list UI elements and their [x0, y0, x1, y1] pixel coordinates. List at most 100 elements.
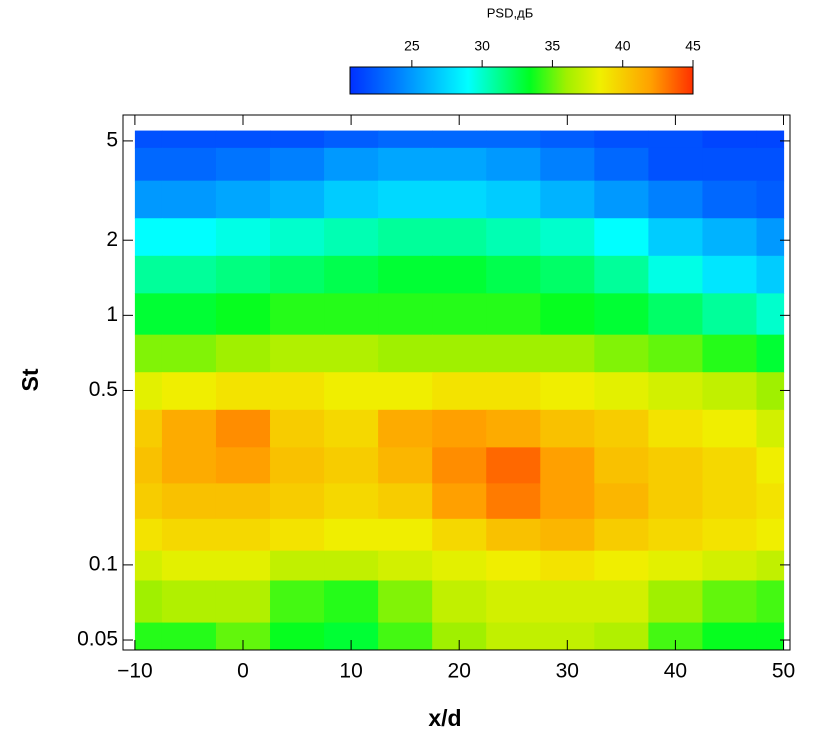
heatmap-cell [702, 255, 758, 294]
heatmap-cell [270, 293, 325, 336]
heatmap-cell [756, 483, 785, 520]
heatmap-cell [378, 550, 433, 582]
heatmap-cell [215, 293, 271, 336]
heatmap-cell [161, 622, 217, 650]
heatmap-cell [324, 180, 379, 219]
heatmap-cell [161, 518, 217, 552]
heatmap-cell [270, 255, 325, 294]
y-tick-label: 0.05 [77, 628, 118, 651]
heatmap-cell [594, 218, 649, 257]
heatmap-cell [324, 130, 379, 149]
heatmap-cell [161, 147, 217, 182]
heatmap-cell [540, 550, 595, 582]
heatmap-cell [540, 518, 595, 552]
heatmap-cell [270, 409, 325, 448]
heatmap-cell [432, 409, 487, 448]
heatmap-cell [432, 372, 487, 411]
y-tick-label: 2 [106, 228, 118, 251]
heatmap-cell [215, 372, 271, 411]
heatmap-cell [540, 447, 595, 484]
heatmap-cell [702, 518, 758, 552]
heatmap-cell [432, 147, 487, 182]
heatmap-cell [594, 130, 649, 149]
heatmap-cell [648, 483, 704, 520]
heatmap-cell [134, 550, 163, 582]
heatmap-cell [432, 293, 487, 336]
heatmap-cell [702, 334, 758, 373]
heatmap-cell [324, 218, 379, 257]
heatmap-cell [432, 483, 487, 520]
heatmap-cell [648, 372, 704, 411]
heatmap-cell [432, 518, 487, 552]
heatmap-cell [594, 180, 649, 219]
heatmap-cell [215, 180, 271, 219]
heatmap-cell [432, 447, 487, 484]
heatmap-cell [432, 218, 487, 257]
heatmap-cell [756, 372, 785, 411]
heatmap-cell [702, 550, 758, 582]
heatmap-cell [378, 255, 433, 294]
colorbar-title: PSD,дБ [487, 5, 533, 20]
heatmap [134, 130, 785, 650]
heatmap-cell [215, 334, 271, 373]
y-tick-label: 0.1 [89, 552, 118, 575]
heatmap-cell [756, 130, 785, 149]
heatmap-cell [134, 293, 163, 336]
heatmap-cell [594, 550, 649, 582]
colorbar-tick-label: 30 [474, 38, 490, 54]
heatmap-cell [648, 580, 704, 624]
heatmap-cell [270, 218, 325, 257]
heatmap-cell [134, 409, 163, 448]
heatmap-cell [378, 147, 433, 182]
heatmap-cell [378, 334, 433, 373]
heatmap-cell [540, 255, 595, 294]
heatmap-cell [432, 550, 487, 582]
heatmap-cell [486, 409, 541, 448]
x-tick-label: −10 [117, 660, 153, 683]
heatmap-cell [324, 293, 379, 336]
heatmap-cell [270, 180, 325, 219]
heatmap-cell [134, 334, 163, 373]
heatmap-cell [540, 409, 595, 448]
heatmap-cell [215, 218, 271, 257]
heatmap-cell [161, 550, 217, 582]
heatmap-cell [486, 130, 541, 149]
heatmap-cell [702, 130, 758, 149]
heatmap-cell [324, 409, 379, 448]
heatmap-cell [702, 447, 758, 484]
heatmap-cell [648, 518, 704, 552]
heatmap-cell [215, 483, 271, 520]
heatmap-cell [324, 518, 379, 552]
heatmap-cell [215, 409, 271, 448]
heatmap-cell [215, 550, 271, 582]
heatmap-cell [648, 218, 704, 257]
heatmap-cell [486, 580, 541, 624]
heatmap-cell [134, 622, 163, 650]
colorbar-tick-label: 45 [685, 38, 701, 54]
heatmap-cell [378, 409, 433, 448]
heatmap-cell [378, 372, 433, 411]
heatmap-cell [540, 147, 595, 182]
heatmap-cell [161, 447, 217, 484]
heatmap-cell [648, 255, 704, 294]
heatmap-cell [702, 580, 758, 624]
colorbar-tick-label: 40 [615, 38, 631, 54]
heatmap-cell [594, 147, 649, 182]
heatmap-cell [134, 447, 163, 484]
heatmap-cell [648, 293, 704, 336]
x-tick-label: 30 [556, 660, 579, 683]
heatmap-cell [486, 293, 541, 336]
heatmap-cell [756, 147, 785, 182]
heatmap-cell [540, 218, 595, 257]
x-tick-label: 40 [664, 660, 687, 683]
plot-frame [122, 114, 791, 651]
heatmap-cell [594, 518, 649, 552]
heatmap-cell [324, 483, 379, 520]
heatmap-cell [756, 218, 785, 257]
heatmap-cell [161, 334, 217, 373]
heatmap-cell [594, 580, 649, 624]
heatmap-cell [702, 293, 758, 336]
heatmap-cell [270, 147, 325, 182]
heatmap-cell [378, 580, 433, 624]
heatmap-cell [134, 130, 163, 149]
